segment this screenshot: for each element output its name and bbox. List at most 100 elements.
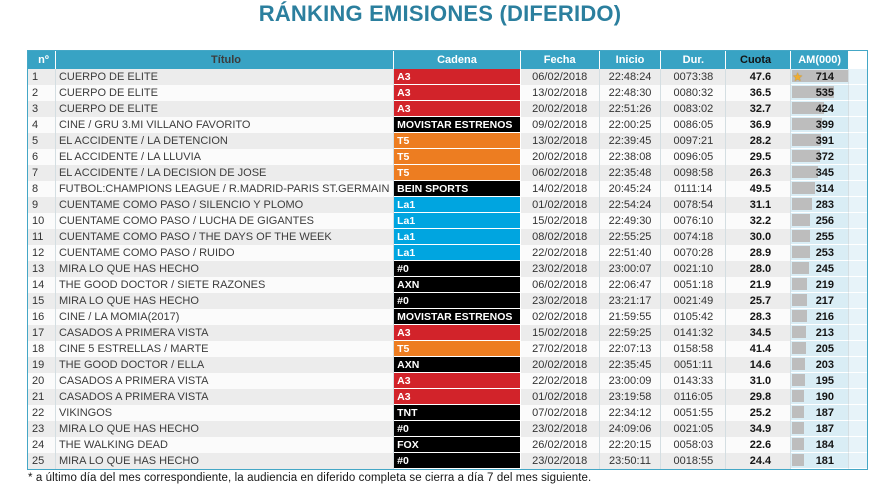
audience-bar (792, 150, 820, 162)
column-header-start: Inicio (599, 51, 662, 69)
audience-cell: 187 (791, 421, 850, 437)
audience-bar (792, 342, 806, 354)
title-cell: MIRA LO QUE HAS HECHO (56, 453, 395, 469)
audience-bar (792, 102, 825, 114)
channel-badge: La1 (394, 213, 521, 229)
rank-cell: 14 (28, 277, 56, 293)
table-row: 21 CASADOS A PRIMERA VISTA A3 01/02/2018 23:… (28, 389, 867, 405)
start-time-cell: 22:59:25 (600, 325, 662, 341)
channel-badge: #0 (394, 453, 521, 469)
table-row: 25 MIRA LO QUE HAS HECHO #0 23/02/2018 23:50… (28, 453, 867, 469)
audience-value: 314 (815, 182, 835, 195)
table-row: 23 MIRA LO QUE HAS HECHO #0 23/02/2018 24:09… (28, 421, 867, 437)
start-time-cell: 23:21:17 (600, 293, 662, 309)
share-cell: 28.0 (726, 261, 792, 277)
audience-value: 399 (815, 118, 835, 131)
rank-cell: 25 (28, 453, 56, 469)
audience-bar (792, 134, 822, 146)
rank-cell: 20 (28, 373, 56, 389)
channel-badge: #0 (394, 261, 521, 277)
start-time-cell: 22:20:15 (600, 437, 662, 453)
duration-cell: 0111:14 (661, 181, 727, 197)
spacer-cell (849, 277, 867, 293)
audience-bar (792, 374, 805, 386)
date-cell: 01/02/2018 (521, 197, 600, 213)
column-header-date: Fecha (520, 51, 600, 69)
start-time-cell: 22:07:13 (600, 341, 662, 357)
duration-cell: 0078:54 (661, 197, 727, 213)
duration-cell: 0097:21 (661, 133, 727, 149)
share-cell: 34.9 (726, 421, 792, 437)
audience-cell: 184 (791, 437, 850, 453)
rank-cell: 12 (28, 245, 56, 261)
spacer-cell (849, 117, 867, 133)
channel-badge: La1 (394, 229, 521, 245)
title-cell: CINE 5 ESTRELLAS / MARTE (56, 341, 395, 357)
share-cell: 36.9 (726, 117, 792, 133)
rank-cell: 13 (28, 261, 56, 277)
date-cell: 06/02/2018 (521, 69, 600, 85)
channel-badge: MOVISTAR ESTRENOS (394, 117, 521, 133)
rank-cell: 19 (28, 357, 56, 373)
spacer-cell (849, 229, 867, 245)
duration-cell: 0105:42 (661, 309, 727, 325)
table-row: 20 CASADOS A PRIMERA VISTA A3 22/02/2018 23:… (28, 373, 867, 389)
audience-value: 714 (815, 70, 835, 83)
spacer-cell (849, 453, 867, 469)
start-time-cell: 22:48:30 (600, 85, 662, 101)
title-cell: CINE / LA MOMIA(2017) (56, 309, 395, 325)
table-row: 13 MIRA LO QUE HAS HECHO #0 23/02/2018 23:00… (28, 261, 867, 277)
channel-badge: A3 (394, 69, 521, 85)
channel-badge: A3 (394, 101, 521, 117)
share-cell: 21.9 (726, 277, 792, 293)
audience-cell: 399 (791, 117, 850, 133)
date-cell: 13/02/2018 (521, 133, 600, 149)
rank-cell: 11 (28, 229, 56, 245)
table-row: 9 CUENTAME COMO PASO / SILENCIO Y PLOMO La… (28, 197, 867, 213)
rank-cell: 10 (28, 213, 56, 229)
start-time-cell: 22:55:25 (600, 229, 662, 245)
audience-bar (792, 438, 804, 450)
spacer-cell (849, 357, 867, 373)
audience-value: 391 (815, 134, 835, 147)
title-cell: THE GOOD DOCTOR / SIETE RAZONES (56, 277, 395, 293)
channel-badge: #0 (394, 421, 521, 437)
table-row: 10 CUENTAME COMO PASO / LUCHA DE GIGANTES… (28, 213, 867, 229)
table-row: 4 CINE / GRU 3.MI VILLANO FAVORITO MOVISTA… (28, 117, 867, 133)
title-cell: MIRA LO QUE HAS HECHO (56, 261, 395, 277)
column-header-channel: Cadena (394, 51, 521, 69)
duration-cell: 0074:18 (661, 229, 727, 245)
audience-cell: 203 (791, 357, 850, 373)
start-time-cell: 22:38:08 (600, 149, 662, 165)
date-cell: 13/02/2018 (521, 85, 600, 101)
audience-value: 245 (815, 262, 835, 275)
audience-value: 219 (815, 278, 835, 291)
audience-value: 372 (815, 150, 835, 163)
channel-badge: La1 (394, 245, 521, 261)
duration-cell: 0021:10 (661, 261, 727, 277)
date-cell: 22/02/2018 (521, 373, 600, 389)
footnote: * a último día del mes correspondiente, … (28, 472, 592, 484)
spacer-cell (849, 85, 867, 101)
title-cell: MIRA LO QUE HAS HECHO (56, 293, 395, 309)
audience-value: 195 (815, 374, 835, 387)
audience-value: 184 (815, 438, 835, 451)
duration-cell: 0080:32 (661, 85, 727, 101)
table-row: 2 CUERPO DE ELITE A3 13/02/2018 22:48:30 0080… (28, 85, 867, 101)
share-cell: 28.2 (726, 133, 792, 149)
spacer-cell (849, 405, 867, 421)
title-cell: EL ACCIDENTE / LA DETENCION (56, 133, 395, 149)
table-row: 5 EL ACCIDENTE / LA DETENCION T5 13/02/2018… (28, 133, 867, 149)
spacer-cell (849, 421, 867, 437)
start-time-cell: 22:06:47 (600, 277, 662, 293)
channel-badge: AXN (394, 277, 521, 293)
audience-cell: 345 (791, 165, 850, 181)
audience-cell: 535 (791, 85, 850, 101)
audience-bar (792, 294, 807, 306)
table-row: 8 FUTBOL:CHAMPIONS LEAGUE / R.MADRID-PARI… (28, 181, 867, 197)
table-row: 16 CINE / LA MOMIA(2017) MOVISTAR ESTRENOS… (28, 309, 867, 325)
spacer-cell (849, 69, 867, 85)
start-time-cell: 22:35:48 (600, 165, 662, 181)
rank-cell: 21 (28, 389, 56, 405)
date-cell: 23/02/2018 (521, 421, 600, 437)
